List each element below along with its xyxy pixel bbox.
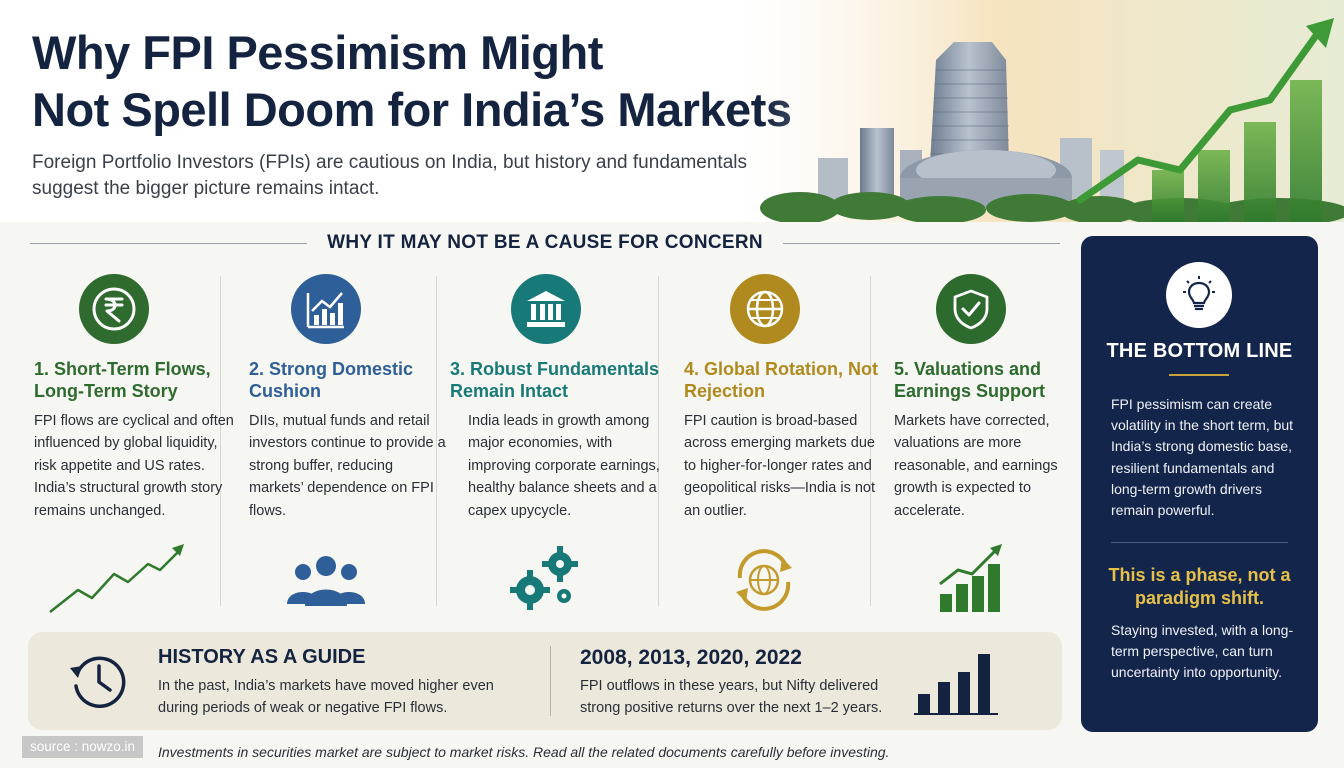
- bank-building-icon: [511, 274, 581, 344]
- shield-check-icon: [936, 274, 1006, 344]
- bottom-line-quote: This is a phase, not a paradigm shift.: [1108, 565, 1291, 608]
- bottom-line-divider: [1111, 542, 1288, 543]
- heading-rule-left: [30, 242, 308, 244]
- history-heading: HISTORY AS A GUIDE: [158, 646, 366, 668]
- page-title-line1: Why FPI Pessimism Might: [32, 26, 603, 79]
- reason-title: 2. Strong Domestic Cushion: [249, 359, 414, 401]
- rupee-icon: [79, 274, 149, 344]
- bottom-line-title: THE BOTTOM LINE: [1106, 340, 1293, 362]
- bottom-line-footer: Staying invested, with a long-term persp…: [1111, 622, 1294, 680]
- rotating-globe-icon: [736, 549, 792, 611]
- lightbulb-icon: [1166, 262, 1232, 328]
- years-text: FPI outflows in these years, but Nifty d…: [580, 678, 883, 716]
- page-title: Why FPI Pessimism Might Not Spell Doom f…: [32, 24, 792, 138]
- bottom-line-card: THE BOTTOM LINE FPI pessimism can create…: [1081, 236, 1318, 732]
- reason-card-5: 5. Valuations and Earnings Support Marke…: [894, 266, 1104, 616]
- column-divider: [870, 276, 871, 606]
- source-badge: source : nowzo.in: [22, 736, 144, 758]
- gold-accent-rule: [1169, 374, 1229, 376]
- reason-card-1: 1. Short-Term Flows, Long-Term Story FPI…: [34, 266, 244, 616]
- reason-body: DIIs, mutual funds and retail investors …: [249, 413, 446, 519]
- column-divider: [436, 276, 437, 606]
- globe-icon: [730, 274, 800, 344]
- reason-title: 5. Valuations and Earnings Support: [894, 359, 1046, 401]
- rising-bars-icon: [914, 654, 998, 715]
- people-icon: [287, 556, 365, 606]
- gears-icon: [510, 546, 578, 610]
- history-divider: [550, 646, 551, 716]
- page-subtitle: Foreign Portfolio Investors (FPIs) are c…: [32, 152, 747, 199]
- history-clock-icon: [70, 656, 126, 708]
- bar-growth-icon: [939, 544, 1002, 612]
- bottom-line-body: FPI pessimism can create volatility in t…: [1111, 396, 1294, 519]
- column-divider: [658, 276, 659, 606]
- trend-line-icon: [49, 544, 184, 613]
- reason-title: 1. Short-Term Flows, Long-Term Story: [34, 359, 211, 401]
- reason-title: 4. Global Rotation, Not Rejection: [684, 359, 878, 401]
- reason-body: FPI caution is broad-based across emergi…: [684, 413, 876, 519]
- history-panel: HISTORY AS A GUIDE In the past, India’s …: [28, 632, 1062, 730]
- section-heading: WHY IT MAY NOT BE A CAUSE FOR CONCERN: [30, 228, 1061, 258]
- page-title-line2: Not Spell Doom for India’s Markets: [32, 83, 792, 136]
- years-heading: 2008, 2013, 2020, 2022: [580, 646, 802, 669]
- reason-card-2: 2. Strong Domestic Cushion DIIs, mutual …: [249, 266, 459, 616]
- reason-body: FPI flows are cyclical and often influen…: [34, 413, 234, 519]
- disclaimer-text: Investments in securities market are sub…: [158, 744, 890, 760]
- column-divider: [220, 276, 221, 606]
- reason-body: India leads in growth among major econom…: [468, 413, 660, 519]
- history-text: In the past, India’s markets have moved …: [158, 678, 494, 716]
- reason-title: 3. Robust Fundamentals Remain Intact: [450, 359, 660, 401]
- reason-card-4: 4. Global Rotation, Not Rejection FPI ca…: [684, 266, 894, 616]
- hero-banner: Why FPI Pessimism Might Not Spell Doom f…: [0, 0, 1344, 222]
- reason-card-3: 3. Robust Fundamentals Remain Intact Ind…: [450, 266, 660, 616]
- heading-rule-right: [782, 242, 1061, 244]
- reason-body: Markets have corrected, valuations are m…: [894, 413, 1058, 519]
- city-skyline-illustration: [760, 0, 1344, 222]
- section-heading-text: WHY IT MAY NOT BE A CAUSE FOR CONCERN: [327, 232, 763, 253]
- growth-chart-icon: [291, 274, 361, 344]
